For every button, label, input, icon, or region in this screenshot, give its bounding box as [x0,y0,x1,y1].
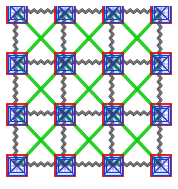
Bar [151,105,171,125]
Bar [104,157,122,175]
Bar [103,105,123,125]
Bar [152,157,170,175]
Bar [7,156,27,176]
Bar [8,157,26,175]
Bar [106,6,120,19]
Bar [104,4,122,22]
Bar [106,57,120,70]
Bar [155,108,168,121]
Bar [152,106,170,124]
Bar [155,6,168,19]
Bar [55,156,75,176]
Bar [58,57,72,70]
Bar [55,2,75,23]
Bar [155,57,168,70]
Bar [7,2,27,23]
Bar [58,6,72,19]
Bar [58,108,72,121]
Bar [103,156,123,176]
Bar [8,4,26,22]
Bar [104,55,122,73]
Bar [55,53,75,74]
Bar [8,55,26,73]
Bar [56,157,74,175]
Bar [55,105,75,125]
Bar [56,55,74,73]
Bar [10,159,23,172]
Bar [10,6,23,19]
Bar [106,108,120,121]
Bar [155,159,168,172]
Bar [10,108,23,121]
Bar [7,53,27,74]
Bar [103,53,123,74]
Bar [58,159,72,172]
Bar [104,106,122,124]
Bar [152,55,170,73]
Bar [10,57,23,70]
Bar [151,156,171,176]
Bar [8,106,26,124]
Bar [56,106,74,124]
Bar [106,159,120,172]
Bar [103,2,123,23]
Bar [7,105,27,125]
Bar [152,4,170,22]
Bar [56,4,74,22]
Bar [151,53,171,74]
Bar [151,2,171,23]
